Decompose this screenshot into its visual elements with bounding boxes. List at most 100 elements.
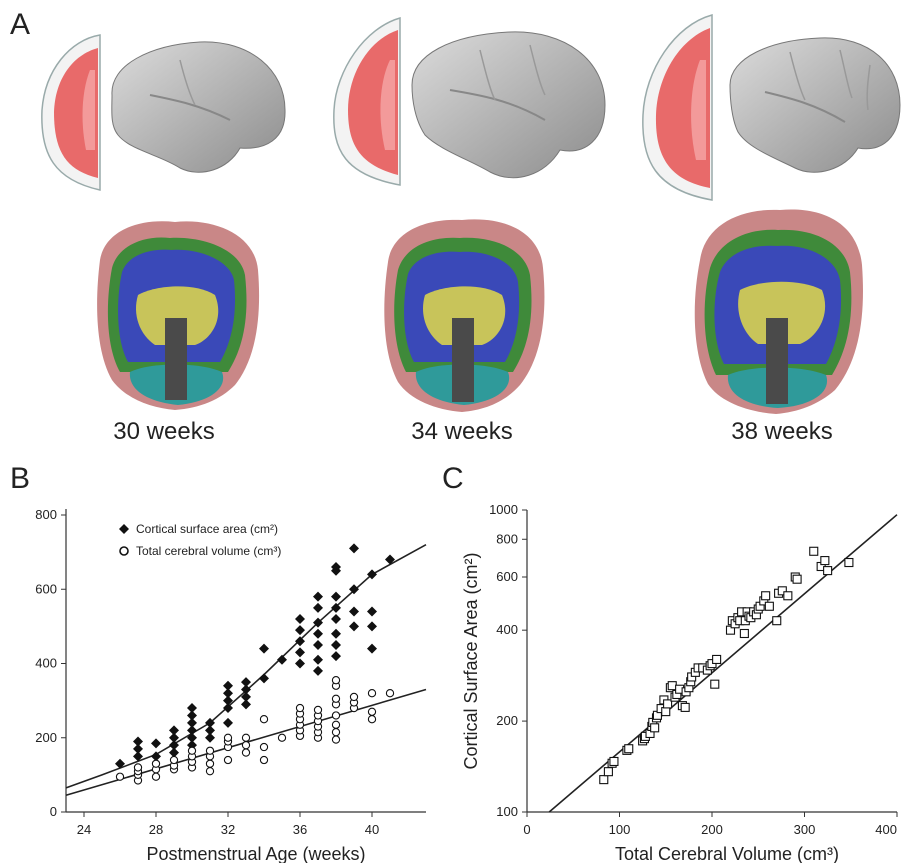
chart-b-point-cortical	[133, 743, 143, 754]
chart-b-point-cortical	[367, 621, 377, 632]
chart-c-point	[624, 744, 634, 754]
chart-b-legend-marker-volume	[119, 546, 129, 556]
chart-b-point-volume	[115, 772, 125, 781]
chart-c-point	[764, 601, 774, 611]
panel-letter-c: C	[442, 462, 464, 495]
chart-b-point-cortical	[223, 703, 233, 714]
chart-b-point-volume	[259, 755, 269, 765]
chart-b-point-cortical	[205, 732, 215, 743]
chart-b-point-cortical	[295, 636, 305, 647]
chart-b-point-cortical	[187, 710, 197, 721]
chart-c-point	[809, 546, 819, 556]
chart-b-point-cortical	[169, 740, 179, 751]
chart-b-point-volume	[331, 711, 341, 720]
chart-b-y-tick-label: 0	[50, 804, 57, 819]
chart-b-point-volume	[259, 742, 269, 752]
chart-b-point-cortical	[223, 717, 233, 728]
chart-b-y-tick-label: 400	[35, 656, 57, 671]
chart-b-point-cortical	[115, 758, 125, 769]
chart-c-x-tick-label: 400	[875, 822, 897, 837]
chart-b-point-volume	[385, 689, 395, 698]
chart-c-point	[650, 723, 660, 733]
surface-38-weeks	[729, 37, 901, 173]
chart-b-point-volume	[259, 715, 269, 724]
slice-30-weeks	[41, 34, 101, 191]
chart-b-x-tick-label: 24	[77, 822, 91, 837]
chart-b-y-tick-label: 600	[35, 581, 57, 596]
week-label-30: 30 weeks	[113, 418, 215, 445]
chart-b-x-tick-label: 40	[365, 822, 379, 837]
chart-b-point-cortical	[331, 651, 341, 662]
chart-c-point	[820, 556, 830, 566]
chart-c-y-tick-label: 800	[496, 531, 518, 546]
chart-b-point-cortical	[259, 643, 269, 654]
chart-c-point	[739, 628, 749, 639]
slice-38-weeks	[642, 14, 713, 201]
chart-b-point-cortical	[313, 639, 323, 650]
chart-b-point-cortical	[313, 602, 323, 613]
chart-b-x-tick-label: 32	[221, 822, 235, 837]
segmentation-34-weeks	[384, 219, 545, 412]
chart-b-point-volume	[187, 746, 197, 755]
chart-c-y-tick-label: 200	[496, 713, 518, 728]
chart-c-point	[772, 616, 782, 626]
chart-b-point-cortical	[241, 684, 251, 695]
chart-b-point-cortical	[331, 613, 341, 624]
chart-b-point-volume	[367, 707, 377, 716]
surface-30-weeks	[111, 41, 286, 173]
chart-b-point-cortical	[331, 628, 341, 639]
chart-b-point-cortical	[241, 677, 251, 688]
chart-b-y-tick-label: 200	[35, 730, 57, 745]
chart-b-point-cortical	[223, 688, 233, 699]
chart-b-point-cortical	[349, 621, 359, 632]
chart-b-point-cortical	[169, 747, 179, 758]
chart-b-point-cortical	[295, 625, 305, 636]
chart-b-point-cortical	[367, 569, 377, 580]
chart-c-x-tick-label: 100	[609, 822, 631, 837]
chart-c-point	[712, 654, 722, 664]
chart-b-point-volume	[295, 703, 305, 713]
chart-b-x-tick-label: 28	[149, 822, 163, 837]
chart-c-point	[792, 574, 802, 584]
chart-b-point-cortical	[223, 695, 233, 706]
chart-b-point-cortical	[277, 654, 287, 665]
chart-b-point-cortical	[331, 561, 341, 572]
chart-c-point	[609, 756, 619, 767]
chart-b-point-volume	[331, 694, 341, 703]
chart-b-point-volume	[331, 676, 341, 685]
segmentation-30-weeks	[97, 221, 260, 410]
chart-c-y-tick-label: 100	[496, 804, 518, 819]
chart-b-point-volume	[133, 763, 143, 772]
chart-b-point-cortical	[349, 606, 359, 617]
chart-b-point-cortical	[223, 680, 233, 691]
chart-b-point-cortical	[259, 673, 269, 684]
chart-c-point	[844, 557, 854, 568]
chart-b-point-cortical	[367, 643, 377, 654]
chart-b-point-volume	[223, 733, 233, 742]
chart-b-point-cortical	[313, 628, 323, 639]
chart-b-fit-line	[65, 543, 427, 789]
chart-b-point-cortical	[187, 732, 197, 743]
chart-c-point	[823, 566, 833, 576]
chart-c-x-tick-label: 200	[701, 822, 723, 837]
chart-b-point-cortical	[295, 658, 305, 669]
chart-b-point-cortical	[241, 691, 251, 702]
chart-b-point-volume	[313, 705, 323, 715]
chart-c-y-label: Cortical Surface Area (cm²)	[461, 552, 481, 769]
chart-c-point	[725, 625, 736, 635]
chart-b-point-cortical	[205, 725, 215, 736]
chart-b-point-cortical	[133, 751, 143, 762]
week-label-34: 34 weeks	[411, 418, 513, 445]
chart-b-point-cortical	[295, 613, 305, 624]
panel-letter-a: A	[10, 8, 31, 41]
chart-c-y-tick-label: 1000	[489, 502, 518, 517]
chart-b-point-volume	[223, 755, 233, 765]
chart-b-point-volume	[241, 733, 251, 742]
chart-b-point-volume	[169, 755, 179, 765]
chart-c-point	[663, 699, 673, 709]
chart-b-point-cortical	[151, 738, 161, 749]
chart-c-fit-line	[548, 514, 898, 813]
chart-b-point-cortical	[187, 703, 197, 714]
